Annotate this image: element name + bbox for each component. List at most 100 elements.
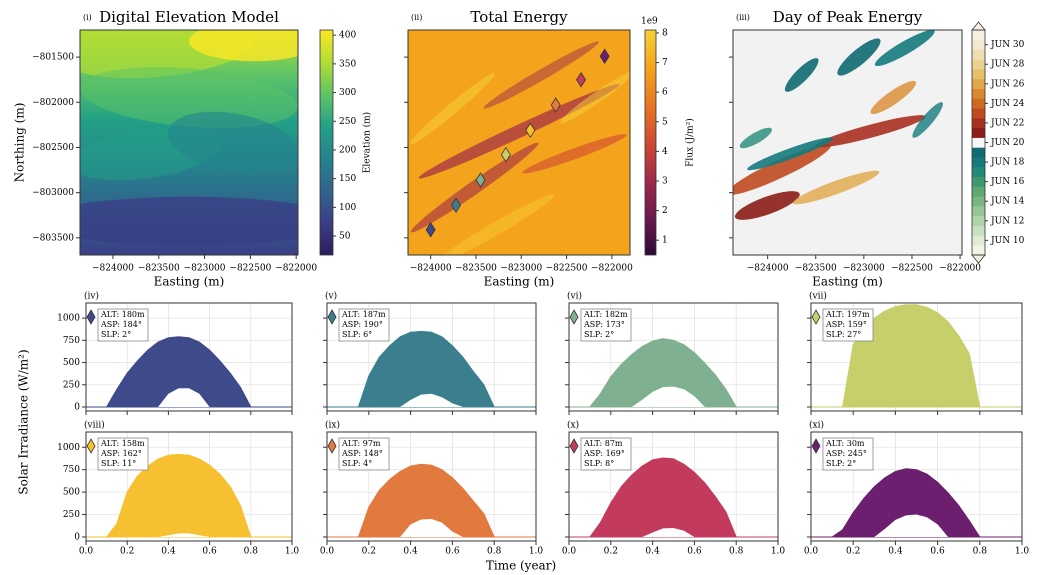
- x-axis-label: Easting (m): [812, 275, 883, 289]
- x-tick-label: 0.2: [846, 547, 860, 557]
- colorbar: [320, 30, 333, 255]
- x-tick-label: 0.4: [888, 547, 903, 557]
- x-tick-label: 0.8: [973, 547, 988, 557]
- x-tick-label: −823500: [795, 264, 837, 274]
- colorbar-tick-label: JUN 22: [990, 118, 1024, 128]
- y-tick-label: 250: [63, 380, 80, 390]
- x-tick-label: −822000: [939, 264, 981, 274]
- panel-label: (iv): [84, 291, 99, 302]
- panel-label: (viii): [84, 420, 105, 431]
- x-tick-label: 0.6: [930, 547, 945, 557]
- colorbar-tick-label: JUN 12: [990, 216, 1024, 226]
- x-tick-label: −822000: [275, 264, 317, 274]
- x-tick-label: −824000: [747, 264, 789, 274]
- panel-label: (ix): [325, 420, 340, 431]
- colorbar-offset: 1e9: [641, 17, 658, 27]
- annotation: ASP: 173°: [583, 320, 625, 329]
- x-tick-label: 0.0: [804, 547, 819, 557]
- x-tick-label: −823000: [843, 264, 885, 274]
- colorbar-tick-label: 8: [662, 28, 668, 38]
- colorbar-tick-label: 50: [339, 232, 351, 242]
- x-tick-label: 0.4: [645, 547, 660, 557]
- y-axis-label: Northing (m): [13, 103, 27, 183]
- colorbar-tick-label: 200: [339, 145, 356, 155]
- x-tick-label: 0.4: [161, 547, 176, 557]
- panel-label: (xi): [809, 420, 824, 431]
- annotation: ASP: 159°: [825, 320, 867, 329]
- colorbar-tick-label: 2: [662, 206, 668, 216]
- x-tick-label: 0.2: [120, 547, 134, 557]
- colorbar-tick-label: 5: [662, 117, 668, 127]
- colorbar-band: [972, 108, 985, 118]
- colorbar-band: [972, 216, 985, 226]
- x-tick-label: −823000: [184, 264, 226, 274]
- annotation: ALT: 158m: [100, 439, 145, 448]
- panel-label: (iii): [736, 13, 750, 22]
- y-tick-label: 0: [74, 403, 80, 413]
- y-tick-label: 500: [63, 358, 80, 368]
- annotation: SLP: 2°: [584, 330, 614, 339]
- colorbar-tick-label: JUN 24: [990, 99, 1025, 109]
- annotation: SLP: 27°: [826, 330, 861, 339]
- colorbar-band: [972, 118, 985, 128]
- annotation: SLP: 2°: [826, 459, 856, 468]
- x-tick-label: 0.6: [445, 547, 460, 557]
- annotation: ALT: 187m: [341, 310, 386, 319]
- x-tick-label: 1.0: [771, 547, 786, 557]
- chart-title: Digital Elevation Model: [99, 8, 279, 26]
- map-image: [36, 11, 341, 255]
- colorbar: [645, 30, 656, 255]
- colorbar-tick-label: 100: [339, 203, 356, 213]
- colorbar-band: [972, 206, 985, 216]
- colorbar-band: [972, 177, 985, 187]
- colorbar-band: [972, 187, 985, 197]
- x-tick-label: 0.8: [244, 547, 259, 557]
- annotation: ASP: 162°: [100, 449, 142, 458]
- annotation: SLP: 11°: [101, 459, 136, 468]
- x-tick-label: 1.0: [285, 547, 300, 557]
- panel-label: (v): [325, 291, 337, 302]
- colorbar-band: [972, 40, 985, 50]
- colorbar-band: [972, 98, 985, 108]
- y-tick-label: −801500: [32, 53, 74, 63]
- colorbar-band: [972, 226, 985, 236]
- colorbar-band: [972, 147, 985, 157]
- map-image: [723, 25, 962, 255]
- colorbar-tick-label: 150: [339, 174, 356, 184]
- colorbar-tick-label: JUN 20: [990, 138, 1025, 148]
- colorbar-tick-label: JUN 26: [990, 79, 1025, 89]
- x-tick-label: 0.2: [362, 547, 376, 557]
- annotation: ASP: 148°: [341, 449, 383, 458]
- colorbar-tick-label: JUN 18: [990, 158, 1025, 168]
- x-axis-label: Easting (m): [154, 275, 225, 289]
- colorbar-band: [972, 235, 985, 245]
- annotation: ASP: 245°: [825, 449, 867, 458]
- y-tick-label: −803000: [32, 188, 74, 198]
- y-tick-label: −802000: [32, 98, 74, 108]
- x-tick-label: 0.8: [487, 547, 502, 557]
- y-tick-label: 750: [63, 336, 80, 346]
- colorbar-band: [972, 69, 985, 79]
- annotation: SLP: 4°: [342, 459, 372, 468]
- colorbar-band: [972, 30, 985, 40]
- colorbar-band: [972, 59, 985, 69]
- panel-label: (ii): [411, 13, 422, 22]
- annotation: ALT: 180m: [100, 310, 145, 319]
- x-tick-label: 1.0: [529, 547, 544, 557]
- panel-label: (i): [83, 13, 92, 22]
- panel-label: (vii): [809, 291, 827, 302]
- x-tick-label: −823500: [455, 264, 497, 274]
- x-tick-label: −822500: [891, 264, 933, 274]
- colorbar-tick-label: JUN 16: [990, 177, 1025, 187]
- x-tick-label: 0.8: [729, 547, 744, 557]
- annotation: ALT: 197m: [825, 310, 870, 319]
- colorbar-band: [972, 157, 985, 167]
- x-tick-label: −822500: [546, 264, 588, 274]
- y-tick-label: −802500: [32, 143, 74, 153]
- x-tick-label: −822000: [591, 264, 633, 274]
- map-texture: [36, 197, 341, 246]
- colorbar-band: [972, 196, 985, 206]
- colorbar-band: [972, 89, 985, 99]
- y-tick-label: −803500: [32, 233, 74, 243]
- x-tick-label: 1.0: [1015, 547, 1030, 557]
